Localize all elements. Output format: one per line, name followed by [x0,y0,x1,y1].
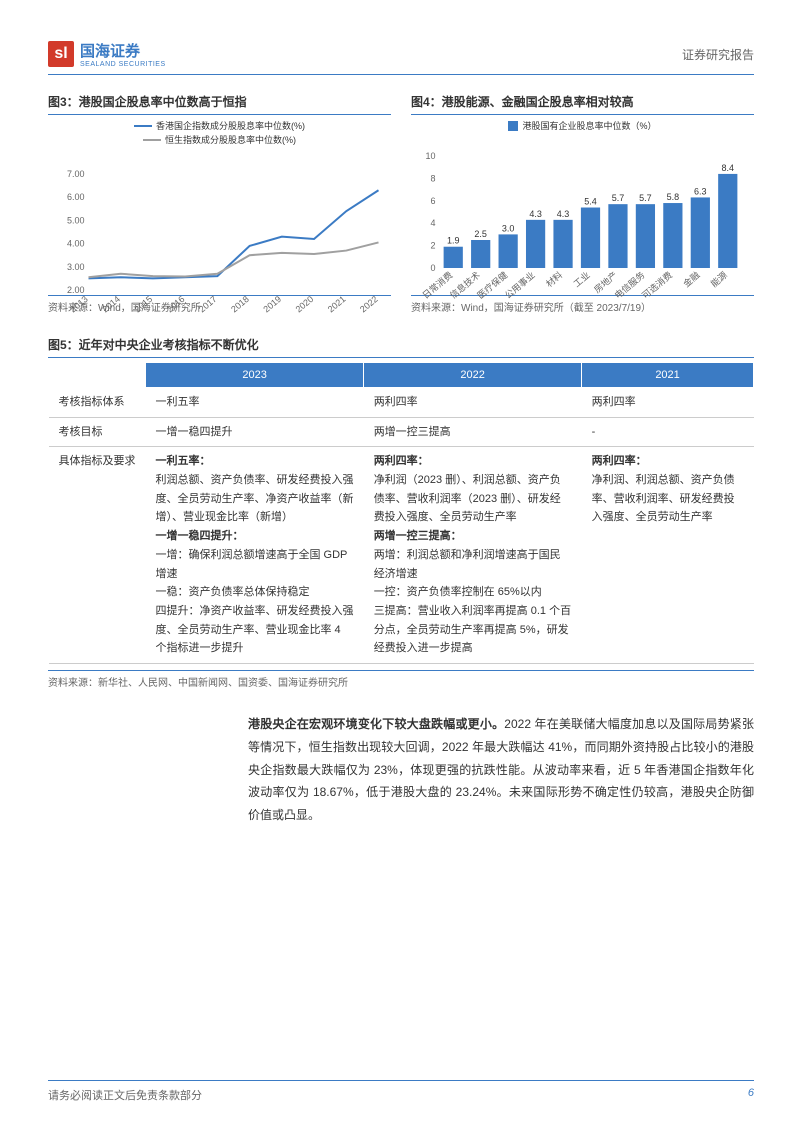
svg-text:2.00: 2.00 [67,285,85,295]
svg-text:5.00: 5.00 [67,215,85,225]
svg-text:2018: 2018 [229,294,251,315]
svg-text:2013: 2013 [68,294,90,315]
svg-text:6.00: 6.00 [67,192,85,202]
fig4-bar-chart: 港股国有企业股息率中位数（%） 0 2 4 6 8 10 1.9 2.5 3.0 4.3 4.3 5.4… [411,119,754,289]
svg-text:3.0: 3.0 [502,223,515,233]
svg-text:8: 8 [430,173,435,183]
figure-3: 图3：港股国企股息率中位数高于恒指 香港国企指数成分股股息率中位数(%)恒生指数… [48,89,391,314]
svg-text:2016: 2016 [165,294,187,315]
svg-text:金融: 金融 [681,269,702,289]
svg-text:10: 10 [425,151,435,161]
svg-text:6.3: 6.3 [694,186,707,196]
svg-text:0: 0 [430,263,435,273]
svg-text:2019: 2019 [261,294,283,315]
svg-text:4: 4 [430,218,435,228]
figure-4: 图4：港股能源、金融国企股息率相对较高 港股国有企业股息率中位数（%） 0 2 4 6 8… [411,89,754,314]
fig5-table: 202320222021考核指标体系一利五率两利四率两利四率考核目标一增一稳四提… [48,362,754,664]
fig5-caption: 图5：近年对中央企业考核指标不断优化 [48,332,754,358]
svg-text:4.3: 4.3 [529,209,542,219]
svg-text:2015: 2015 [132,294,154,315]
svg-text:8.4: 8.4 [722,163,735,173]
svg-text:2020: 2020 [294,294,316,315]
svg-text:1.9: 1.9 [447,236,460,246]
brand-name-en: SEALAND SECURITIES [80,61,166,68]
page-number: 6 [748,1087,754,1103]
svg-text:5.8: 5.8 [667,192,680,202]
svg-text:4.00: 4.00 [67,239,85,249]
svg-text:2014: 2014 [100,294,122,315]
svg-text:5.7: 5.7 [612,193,625,203]
report-type: 证券研究报告 [682,46,754,63]
svg-text:材料: 材料 [543,269,564,289]
body-paragraph: 港股央企在宏观环境变化下较大盘跌幅或更小。2022 年在美联储大幅度加息以及国际… [248,713,754,827]
table-header [49,363,146,388]
svg-text:6: 6 [430,196,435,206]
svg-text:3.00: 3.00 [67,262,85,272]
fig3-line-chart: 香港国企指数成分股股息率中位数(%)恒生指数成分股股息率中位数(%)2.003.… [48,119,391,289]
svg-text:可选消费: 可选消费 [639,269,674,301]
body-text: 2022 年在美联储大幅度加息以及国际局势紧张等情况下，恒生指数出现较大回调，2… [248,717,754,822]
page-header: sl 国海证券 SEALAND SECURITIES 证券研究报告 [48,40,754,75]
svg-text:5.7: 5.7 [639,193,652,203]
svg-text:2017: 2017 [197,294,219,315]
svg-text:2022: 2022 [358,294,380,315]
svg-text:5.4: 5.4 [584,197,597,207]
svg-text:公用事业: 公用事业 [502,269,537,301]
svg-text:能源: 能源 [708,269,729,289]
table-row: 考核目标一增一稳四提升两增一控三提高- [49,417,754,447]
brand-name-cn: 国海证券 [80,40,166,61]
table-header: 2021 [582,363,754,388]
page-footer: 请务必阅读正文后免责条款部分 6 [48,1080,754,1103]
legend-item: 港股国有企业股息率中位数（%） [508,119,656,132]
fig3-caption: 图3：港股国企股息率中位数高于恒指 [48,89,391,115]
table-row: 具体指标及要求一利五率：利润总额、资产负债率、研发经费投入强度、全员劳动生产率、… [49,447,754,664]
svg-text:2021: 2021 [326,294,348,315]
legend-item: 香港国企指数成分股股息率中位数(%) [134,119,305,132]
footer-disclaimer: 请务必阅读正文后免责条款部分 [48,1087,202,1103]
body-lead: 港股央企在宏观环境变化下较大盘跌幅或更小。 [248,717,504,731]
logo-mark-icon: sl [48,41,74,67]
table-header: 2023 [146,363,364,388]
table-header: 2022 [364,363,582,388]
figure-5: 图5：近年对中央企业考核指标不断优化 202320222021考核指标体系一利五… [48,332,754,689]
table-row: 考核指标体系一利五率两利四率两利四率 [49,388,754,418]
svg-text:2: 2 [430,241,435,251]
svg-text:工业: 工业 [572,270,592,289]
svg-text:7.00: 7.00 [67,169,85,179]
brand-logo: sl 国海证券 SEALAND SECURITIES [48,40,166,68]
svg-text:2.5: 2.5 [474,229,487,239]
svg-text:4.3: 4.3 [557,209,570,219]
legend-item: 恒生指数成分股股息率中位数(%) [143,133,296,146]
fig5-source: 资料来源：新华社、人民网、中国新闻网、国资委、国海证券研究所 [48,670,754,689]
fig4-caption: 图4：港股能源、金融国企股息率相对较高 [411,89,754,115]
